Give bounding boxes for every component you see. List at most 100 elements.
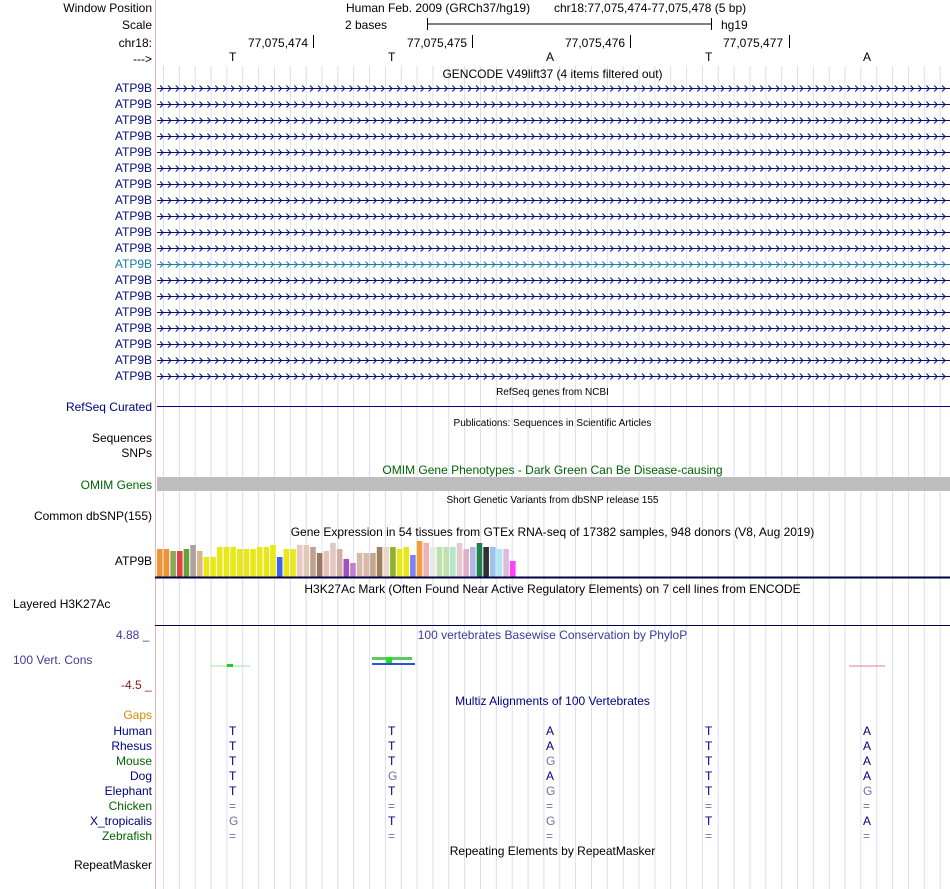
gencode-transcript-label[interactable]: ATP9B (114, 113, 152, 127)
gtex-tissue-bar (463, 549, 469, 577)
multiz-aligned-base: T (229, 739, 237, 753)
gtex-tissue-bar (190, 545, 196, 577)
refseq-track-title[interactable]: RefSeq genes from NCBI (496, 387, 609, 398)
gtex-tissue-bar (470, 547, 476, 577)
base-letter: T (388, 50, 396, 64)
gencode-transcript-label[interactable]: ATP9B (114, 161, 152, 175)
dbsnp-track-label[interactable]: Common dbSNP(155) (33, 509, 152, 523)
coordinate-tick-label: 77,075,476 (565, 36, 626, 50)
scale-label: Scale (121, 18, 152, 32)
gencode-strand-arrows (159, 181, 946, 188)
omim-track-label[interactable]: OMIM Genes (80, 478, 152, 492)
multiz-species-label[interactable]: Human (113, 724, 152, 738)
multiz-species-label[interactable]: Mouse (115, 754, 152, 768)
multiz-species-label[interactable]: X_tropicalis (89, 814, 152, 828)
gencode-transcript-label[interactable]: ATP9B (114, 257, 152, 271)
gtex-tissue-bar (310, 547, 316, 577)
gtex-tissue-bar (456, 543, 463, 577)
multiz-aligned-base: = (863, 829, 871, 843)
gtex-track-label[interactable]: ATP9B (114, 554, 152, 568)
gencode-transcript-label[interactable]: ATP9B (114, 177, 152, 191)
gencode-transcript-label[interactable]: ATP9B (114, 81, 152, 95)
gencode-transcript-label[interactable]: ATP9B (114, 353, 152, 367)
multiz-aligned-base: = (705, 799, 713, 813)
gtex-tissue-bar (210, 557, 216, 577)
multiz-aligned-base: T (705, 739, 713, 753)
gtex-tissue-bar (203, 557, 210, 577)
gencode-transcript-label[interactable]: ATP9B (114, 289, 152, 303)
gencode-transcript-label[interactable]: ATP9B (114, 145, 152, 159)
gtex-tissue-bar (323, 551, 330, 577)
conservation-positive-bar (227, 664, 233, 667)
gtex-tissue-bar (436, 547, 443, 577)
repeatmasker-track-label[interactable]: RepeatMasker (73, 858, 152, 872)
gtex-tissue-bar (403, 547, 410, 577)
gencode-transcript-label[interactable]: ATP9B (114, 241, 152, 255)
publications-track-title[interactable]: Publications: Sequences in Scientific Ar… (453, 418, 652, 429)
scale-text: 2 bases (345, 18, 388, 32)
gtex-tissue-bar (410, 555, 416, 577)
gencode-strand-arrows (159, 85, 946, 92)
dbsnp-track-title[interactable]: Short Genetic Variants from dbSNP releas… (446, 495, 659, 506)
multiz-aligned-base: A (546, 724, 555, 738)
gencode-transcript-label[interactable]: ATP9B (114, 225, 152, 239)
gencode-transcript-label[interactable]: ATP9B (114, 305, 152, 319)
gtex-tissue-bar (223, 547, 230, 577)
multiz-aligned-base: = (705, 829, 713, 843)
repeatmasker-track-title[interactable]: Repeating Elements by RepeatMasker (449, 844, 656, 858)
multiz-aligned-base: = (388, 829, 396, 843)
multiz-aligned-base: = (229, 799, 237, 813)
gencode-strand-arrows (159, 325, 946, 332)
conservation-min-label: -4.5 _ (121, 678, 152, 692)
h3k27ac-track-label[interactable]: Layered H3K27Ac (13, 597, 111, 611)
gencode-strand-arrows (159, 197, 946, 204)
gtex-tissue-bar (383, 547, 390, 577)
gencode-strand-arrows (159, 149, 946, 156)
gencode-transcript-label[interactable]: ATP9B (114, 337, 152, 351)
multiz-aligned-base: A (863, 739, 872, 753)
multiz-aligned-base: = (388, 799, 396, 813)
conservation-track-label[interactable]: 100 Vert. Cons (13, 653, 93, 667)
gencode-transcript-label[interactable]: ATP9B (114, 97, 152, 111)
gencode-transcript-label[interactable]: ATP9B (114, 273, 152, 287)
gtex-tissue-bar (243, 549, 250, 577)
multiz-gaps-label[interactable]: Gaps (123, 708, 152, 722)
gtex-tissue-bar (303, 545, 310, 577)
multiz-aligned-base: = (546, 799, 554, 813)
multiz-species-label[interactable]: Zebrafish (101, 829, 152, 843)
gtex-tissue-bar (216, 547, 223, 577)
multiz-aligned-base: A (863, 769, 872, 783)
gtex-tissue-bar (296, 545, 303, 577)
gtex-tissue-bar (330, 543, 336, 577)
gtex-tissue-bar (336, 549, 343, 577)
gencode-track-title[interactable]: GENCODE V49lift37 (4 items filtered out) (442, 67, 663, 81)
gtex-tissue-bar (483, 547, 489, 577)
multiz-species-label[interactable]: Elephant (104, 784, 152, 798)
h3k27ac-track-title[interactable]: H3K27Ac Mark (Often Found Near Active Re… (304, 582, 801, 596)
omim-track-title[interactable]: OMIM Gene Phenotypes - Dark Green Can Be… (382, 463, 723, 477)
conservation-track-title[interactable]: 100 vertebrates Basewise Conservation by… (417, 628, 688, 642)
gtex-track-title[interactable]: Gene Expression in 54 tissues from GTEx … (290, 525, 815, 539)
base-letter: T (229, 50, 237, 64)
gencode-transcript-label[interactable]: ATP9B (114, 209, 152, 223)
multiz-aligned-base: T (388, 784, 396, 798)
multiz-species-label[interactable]: Dog (129, 769, 152, 783)
conservation-max-label: 4.88 _ (116, 628, 150, 642)
gtex-tissue-bar (170, 551, 176, 577)
gencode-transcript-label[interactable]: ATP9B (114, 369, 152, 383)
omim-feature-bar (157, 477, 950, 491)
refseq-track-label[interactable]: RefSeq Curated (65, 400, 152, 414)
gencode-transcript-label[interactable]: ATP9B (114, 129, 152, 143)
gencode-strand-arrows (159, 229, 946, 236)
gencode-transcript-label[interactable]: ATP9B (114, 321, 152, 335)
gtex-tissue-bar (283, 549, 290, 577)
multiz-species-label[interactable]: Chicken (108, 799, 152, 813)
multiz-track-title[interactable]: Multiz Alignments of 100 Vertebrates (455, 694, 650, 708)
multiz-aligned-base: T (388, 754, 396, 768)
gtex-tissue-bar (290, 549, 296, 577)
publications-sequences-label[interactable]: Sequences (91, 431, 152, 445)
gencode-transcript-label[interactable]: ATP9B (114, 193, 152, 207)
multiz-aligned-base: A (546, 739, 555, 753)
publications-snps-label[interactable]: SNPs (121, 446, 152, 460)
multiz-species-label[interactable]: Rhesus (111, 739, 152, 753)
